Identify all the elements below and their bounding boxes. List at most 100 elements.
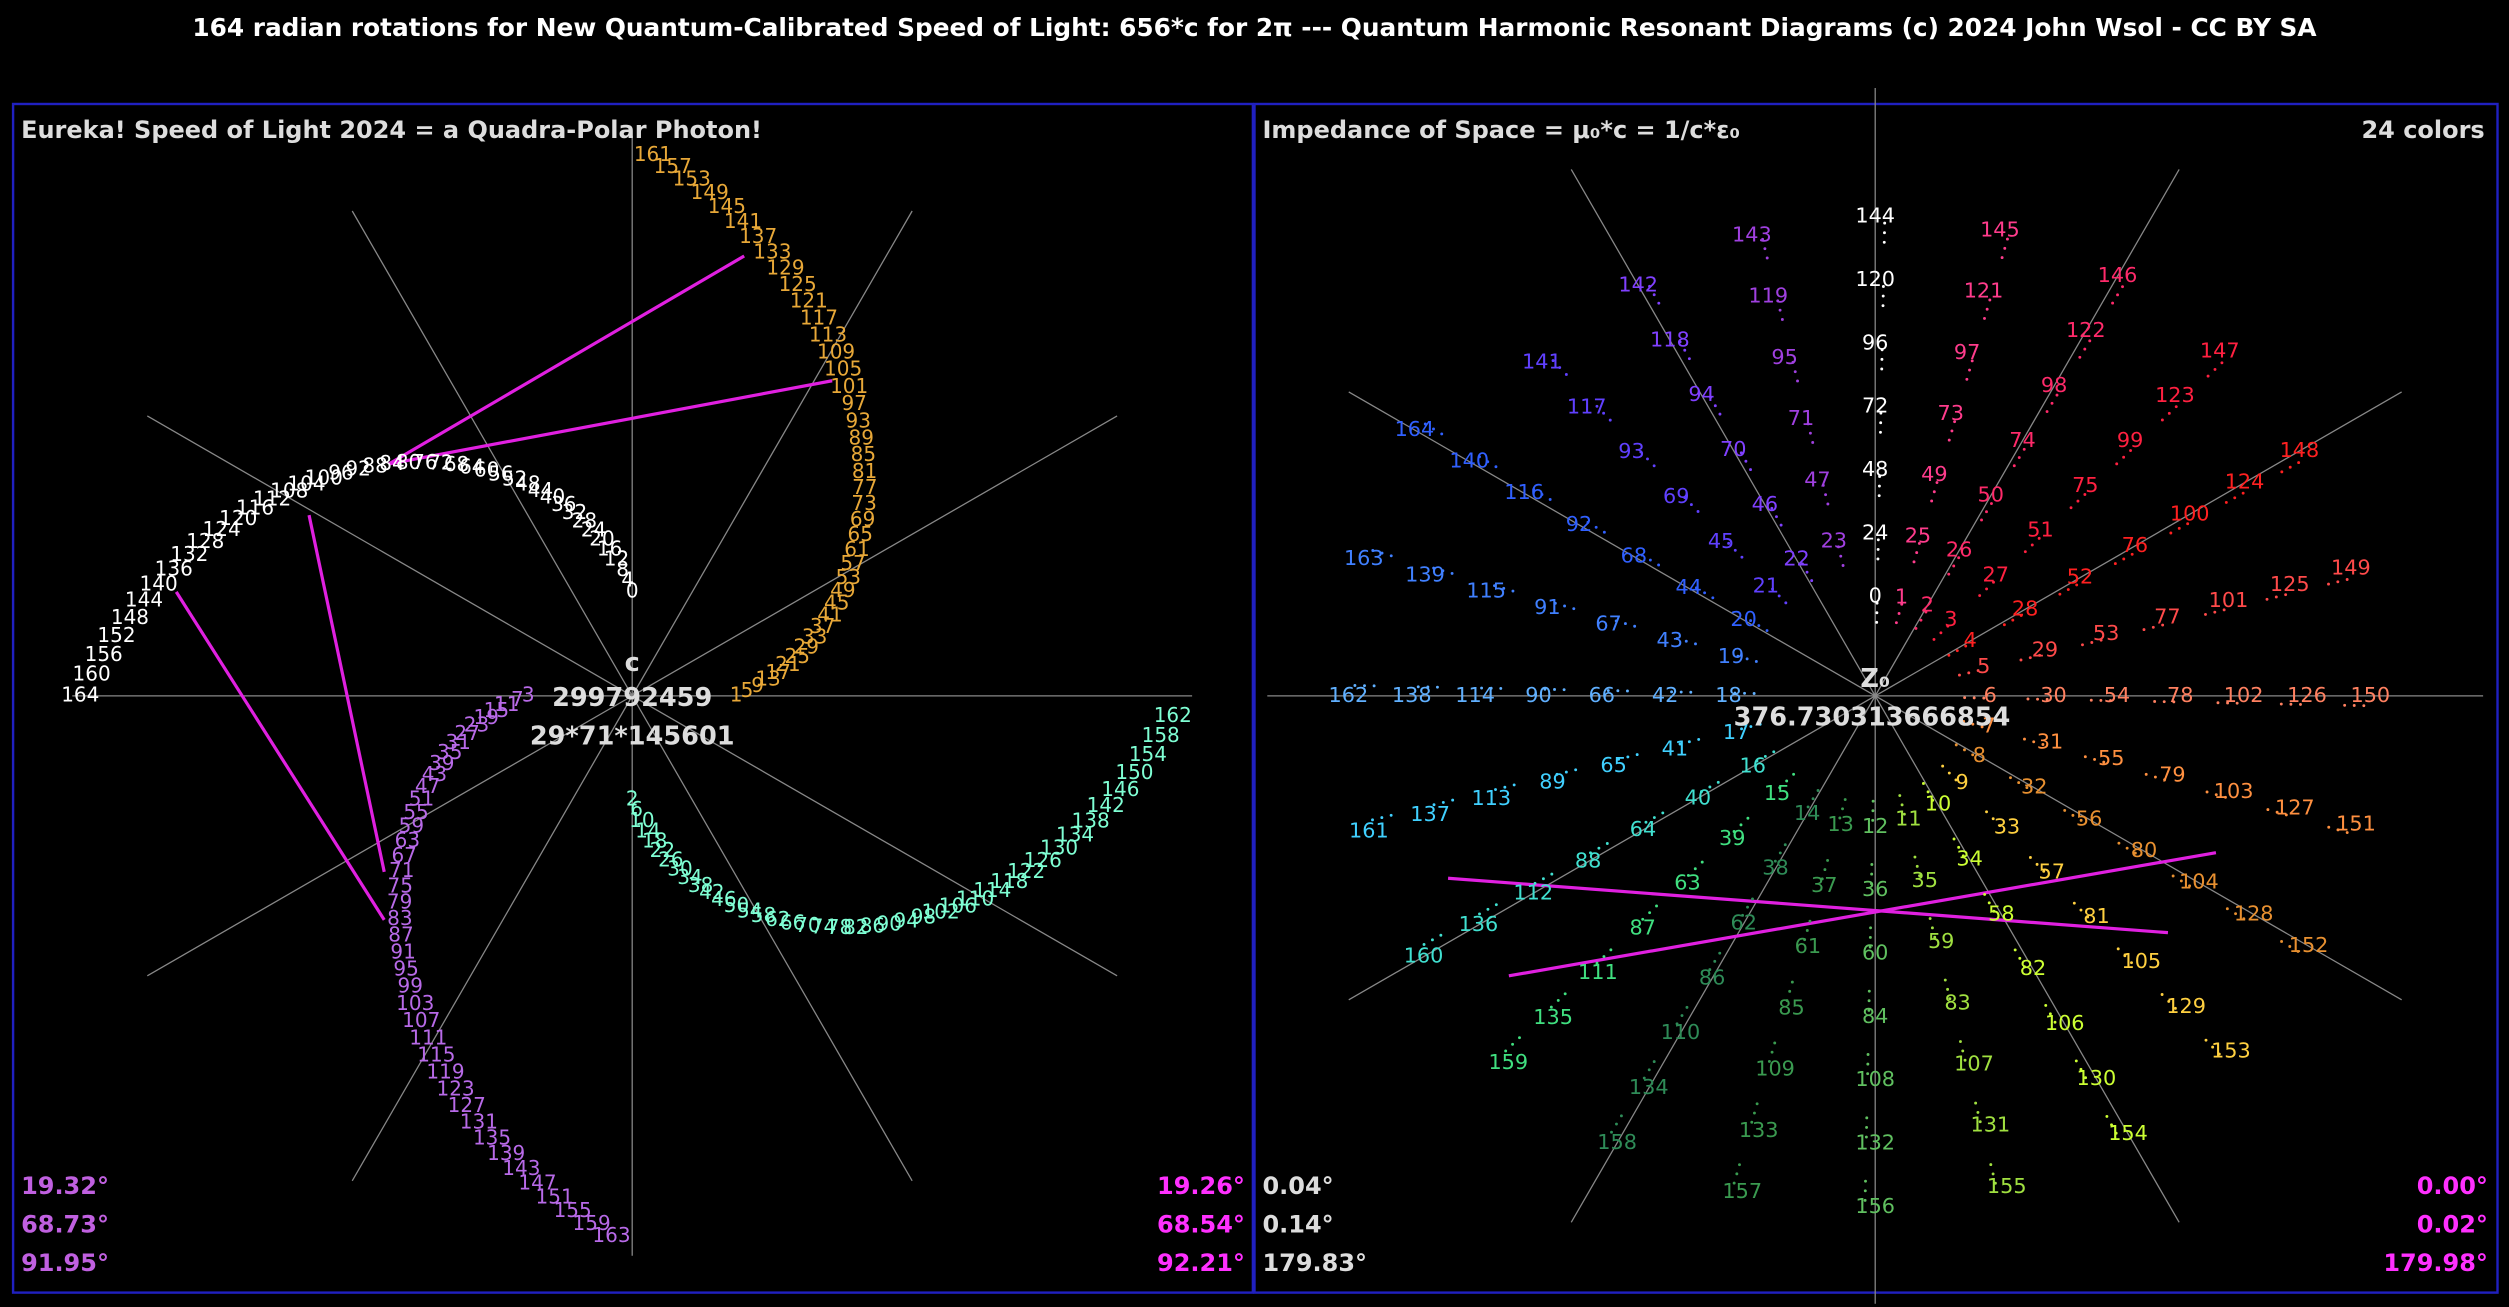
trail-dot — [1987, 901, 1991, 905]
point-label: 18 — [1715, 683, 1741, 707]
point-label: 138 — [1392, 683, 1432, 707]
trail-dot — [2279, 702, 2283, 706]
trail-dot — [1924, 610, 1928, 614]
trail-dot — [1865, 1116, 1869, 1120]
trail-dot — [1711, 596, 1715, 600]
point-label: 0 — [1869, 584, 1882, 608]
point-label: 79 — [2159, 763, 2185, 787]
trail-dot — [1694, 586, 1698, 590]
trail-dot — [2028, 856, 2032, 859]
trail-dot — [2297, 461, 2301, 465]
trail-dot — [1982, 696, 1986, 700]
trail-dot — [2296, 949, 2300, 953]
trail-dot — [1882, 240, 1886, 244]
trail-dot — [2336, 580, 2340, 584]
point-label: 125 — [2270, 572, 2310, 596]
trail-dot — [1879, 430, 1882, 434]
trail-dot — [1952, 564, 1956, 568]
trail-dot — [1879, 411, 1883, 415]
trail-dot — [1661, 811, 1665, 815]
trail-dot — [1750, 1120, 1754, 1124]
trail-dot — [1933, 935, 1937, 939]
point-label: 131 — [460, 1109, 498, 1133]
trail-dot — [1493, 584, 1496, 588]
trail-dot — [1755, 759, 1759, 763]
trail-dot — [1617, 757, 1620, 761]
point-label: 62 — [1731, 911, 1757, 935]
trail-dot — [1765, 629, 1769, 632]
point-label: 4 — [621, 568, 634, 592]
trail-dot — [1808, 431, 1812, 435]
trail-dot — [1983, 892, 1987, 896]
trail-dot — [2172, 700, 2176, 704]
point-label: 20 — [589, 527, 614, 551]
trail-dot — [1684, 639, 1688, 643]
trail-dot — [1648, 284, 1651, 288]
trail-dot — [1616, 689, 1620, 693]
point-label: 66 — [1589, 683, 1615, 707]
trail-dot — [1594, 525, 1598, 529]
trail-dot — [1371, 818, 1374, 822]
point-label: 82 — [2020, 956, 2046, 980]
trail-dot — [1708, 968, 1712, 972]
trail-dot — [1976, 669, 1980, 672]
point-label: 106 — [939, 893, 977, 917]
trail-dot — [1494, 903, 1498, 907]
trail-dot — [2186, 522, 2190, 526]
point-label: 152 — [97, 623, 135, 647]
point-label: 32 — [562, 500, 587, 524]
point-label: 157 — [654, 154, 692, 178]
point-label: 115 — [1466, 579, 1506, 603]
trail-dot — [1806, 422, 1810, 426]
point-label: 40 — [540, 485, 565, 509]
point-label: 34 — [1956, 847, 1982, 871]
trail-dot — [2115, 462, 2119, 466]
point-label: 44 — [1675, 575, 1701, 599]
trail-dot — [1974, 1101, 1978, 1105]
point-label: 143 — [1732, 222, 1772, 246]
trail-dot — [2130, 552, 2134, 556]
trail-dot — [1993, 1181, 1997, 1185]
trail-dot — [2233, 496, 2237, 500]
trail-dot — [1928, 917, 1932, 920]
trail-dot — [2084, 1076, 2088, 1080]
point-label: 38 — [688, 873, 713, 897]
point-label: 155 — [1987, 1174, 2027, 1198]
trail-dot — [1978, 1120, 1982, 1124]
trail-dot — [1685, 1005, 1689, 1009]
trail-dot — [1489, 686, 1493, 690]
trail-dot — [1586, 520, 1590, 524]
point-label: 31 — [445, 730, 470, 754]
trail-dot — [1869, 926, 1873, 930]
trail-dot — [1971, 753, 1975, 757]
point-label: 111 — [1578, 960, 1618, 984]
point-label: 105 — [824, 357, 862, 381]
point-label: 53 — [2093, 621, 2119, 645]
trail-dot — [2217, 1052, 2221, 1056]
trail-dot — [1752, 692, 1756, 695]
trail-dot — [2078, 355, 2082, 359]
trail-dot — [2160, 993, 2164, 996]
point-label: 74 — [2009, 428, 2035, 452]
point-label: 89 — [1539, 769, 1565, 793]
trail-dot — [1589, 851, 1592, 855]
trail-dot — [2173, 1006, 2177, 1010]
point-label: 39 — [1719, 826, 1745, 850]
trail-dot — [1879, 421, 1883, 425]
trail-dot — [2074, 1059, 2078, 1063]
trail-dot — [1875, 620, 1879, 624]
trail-dot — [1718, 951, 1722, 955]
trail-dot — [2000, 256, 2004, 260]
trail-dot — [1962, 720, 1966, 723]
trail-dot — [2110, 1123, 2113, 1127]
trail-dot — [2099, 698, 2103, 702]
trail-dot — [2089, 698, 2093, 702]
point-label: 74 — [811, 914, 836, 938]
trail-dot — [2066, 588, 2070, 591]
point-label: 107 — [1954, 1052, 1994, 1076]
point-label: 129 — [766, 256, 804, 280]
right-panel — [1253, 102, 2499, 1294]
point-label: 42 — [699, 880, 724, 904]
point-label: 159 — [1488, 1050, 1528, 1074]
trail-dot — [1957, 845, 1961, 849]
